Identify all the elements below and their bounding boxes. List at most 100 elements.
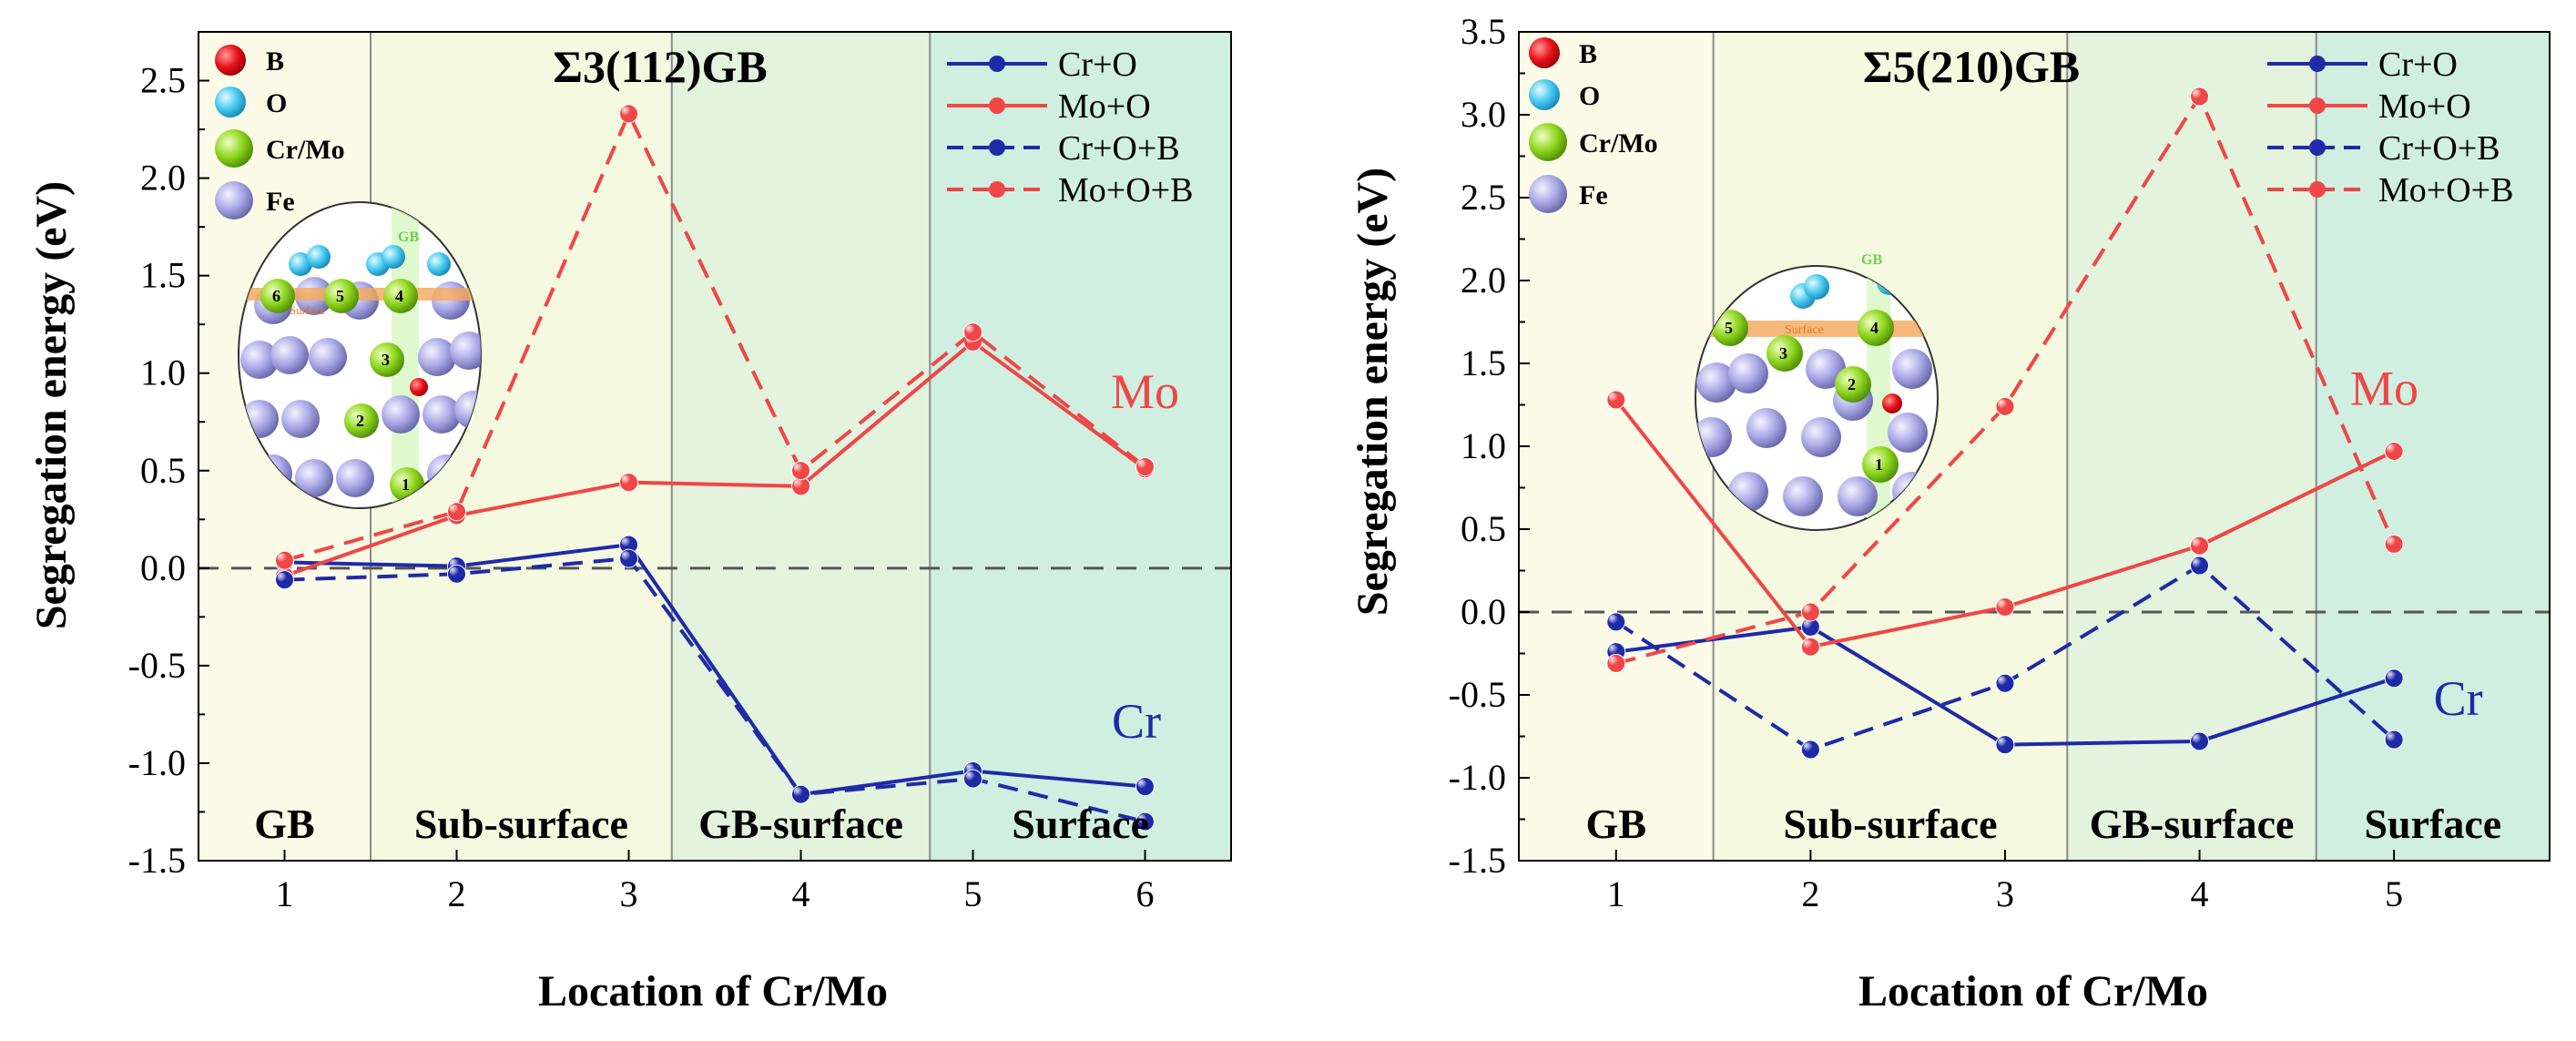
series-annotation: Mo — [1111, 364, 1179, 419]
x-tick-label: 1 — [276, 873, 294, 914]
legend-label: Cr+O+B — [1058, 129, 1180, 168]
region-label: Sub-surface — [414, 801, 628, 847]
x-axis-label: Location of Cr/Mo — [538, 967, 888, 1015]
region-labels: GB Sub-surface GB-surface Surface — [254, 801, 1149, 847]
legend-swatch-marker — [2309, 97, 2326, 114]
data-point-highlight — [793, 478, 803, 488]
x-tick-label: 5 — [2385, 873, 2403, 914]
inset-b-atom — [410, 378, 428, 396]
inset-site-label: 4 — [1870, 319, 1879, 337]
y-tick-label: 1.5 — [140, 255, 186, 296]
data-point-highlight — [2387, 536, 2397, 546]
data-point-highlight — [2192, 733, 2202, 743]
region-label: GB — [1586, 801, 1646, 847]
y-axis-label: Segregation energy (eV) — [1349, 168, 1397, 616]
atom-fe-marker — [215, 181, 253, 219]
region-band — [2067, 32, 2316, 861]
data-point-highlight — [2192, 538, 2202, 548]
atom-b-marker — [215, 45, 246, 76]
atom-legend-label: B — [266, 46, 284, 77]
data-point-highlight — [1803, 742, 1813, 752]
atom-legend-label: Fe — [1579, 180, 1608, 210]
inset-site-label: 5 — [1725, 319, 1733, 337]
y-tick-label: 0.5 — [140, 450, 186, 491]
x-tick-label: 4 — [2191, 873, 2209, 914]
annotations: Mo Cr — [2350, 362, 2483, 726]
atom-o-marker — [1529, 79, 1560, 110]
x-tick-label: 2 — [1801, 873, 1819, 914]
legend-label: Cr+O — [2378, 46, 2458, 84]
data-point-highlight — [1608, 393, 1618, 403]
y-tick-label: 0.0 — [140, 547, 186, 588]
data-point-highlight — [1137, 779, 1147, 789]
data-point-highlight — [965, 324, 975, 334]
inset-crmo-atoms — [1712, 310, 1899, 483]
legend-label: Mo+O+B — [1058, 171, 1193, 209]
legend-label: Cr+O — [1058, 46, 1137, 84]
chart-title: Σ5(210)GB — [1863, 41, 2080, 92]
data-point-highlight — [1997, 676, 2007, 686]
inset-site-label: 4 — [395, 287, 403, 305]
chart-sigma3: -1.5 -1.0 -0.5 0.0 0.5 1.0 1.5 2.0 2.5 1 2 3 4 5 6 GB… — [27, 31, 1232, 1015]
region-label: Sub-surface — [1783, 801, 1997, 847]
atom-legend-label: O — [266, 88, 287, 118]
data-point-highlight — [1803, 619, 1813, 629]
series-line-mo-o-b — [283, 109, 1146, 563]
legend-swatch-marker — [989, 181, 1005, 198]
data-point-highlight — [1803, 639, 1813, 649]
inset-gb-label: GB — [1861, 252, 1882, 268]
data-point-highlight — [277, 553, 287, 563]
data-point-highlight — [2192, 88, 2202, 98]
data-point-highlight — [621, 551, 631, 561]
data-point-highlight — [621, 475, 631, 485]
y-tick-label: -1.0 — [128, 742, 186, 783]
inset-site-label: 5 — [336, 287, 344, 305]
data-point-highlight — [277, 572, 287, 582]
y-tick-label: -1.5 — [1449, 840, 1506, 881]
y-tick-label: 1.0 — [140, 352, 186, 393]
y-tick-label: 3.0 — [1461, 94, 1506, 135]
x-axis-label: Location of Cr/Mo — [1858, 967, 2208, 1015]
atomic-structure-inset: 6 5 4 3 2 1 GB Surface — [238, 201, 482, 509]
region-label: GB-surface — [698, 801, 903, 847]
inset-site-label: 3 — [382, 351, 390, 369]
legend-label: Cr+O+B — [2378, 129, 2500, 168]
legend-label: Mo+O+B — [2378, 171, 2513, 209]
y-tick-label: 3.5 — [1461, 11, 1506, 52]
series-line-cr-o-b — [284, 556, 1145, 824]
series-line-mo-o — [283, 339, 1146, 578]
data-point-highlight — [1137, 814, 1147, 824]
series-legend: Cr+OMo+OCr+O+BMo+O+B — [947, 46, 1193, 209]
data-point-highlight — [621, 106, 631, 116]
data-point-highlight — [1608, 614, 1618, 624]
legend-swatch-marker — [2309, 181, 2326, 198]
chart-sigma5: -1.5 -1.0 -0.5 0.0 0.5 1.0 1.5 2.0 2.5 3.0 3.5 1 2 3… — [1349, 11, 2551, 1015]
region-label: GB-surface — [2090, 801, 2295, 847]
x-tick-label: 3 — [620, 873, 638, 914]
plot-frame — [198, 31, 1232, 862]
atom-legend-label: Cr/Mo — [1579, 128, 1658, 158]
inset-site-label: 1 — [1875, 455, 1883, 474]
x-axis-ticks: 1 2 3 4 5 — [1607, 850, 2403, 914]
data-point-highlight — [621, 537, 631, 547]
series-line-cr-o — [284, 542, 1145, 797]
atom-legend: B O Cr/Mo Fe — [1529, 37, 1658, 213]
data-point-highlight — [793, 787, 803, 797]
atom-legend-label: O — [1579, 81, 1600, 111]
atom-b-marker — [1529, 37, 1560, 68]
data-point-highlight — [1997, 599, 2007, 609]
y-tick-label: -0.5 — [1449, 674, 1506, 715]
region-band — [930, 32, 1231, 861]
y-tick-label: 1.0 — [1461, 425, 1506, 466]
data-point-highlight — [2387, 670, 2397, 680]
y-tick-label: -1.5 — [128, 840, 186, 881]
data-point-highlight — [1608, 656, 1618, 666]
inset-site-label: 2 — [1848, 375, 1856, 393]
region-band — [2316, 32, 2550, 861]
x-tick-label: 3 — [1996, 873, 2014, 914]
x-tick-label: 2 — [448, 873, 466, 914]
x-tick-label: 4 — [792, 873, 810, 914]
data-point-highlight — [449, 504, 459, 514]
legend-label: Mo+O — [1058, 87, 1151, 126]
